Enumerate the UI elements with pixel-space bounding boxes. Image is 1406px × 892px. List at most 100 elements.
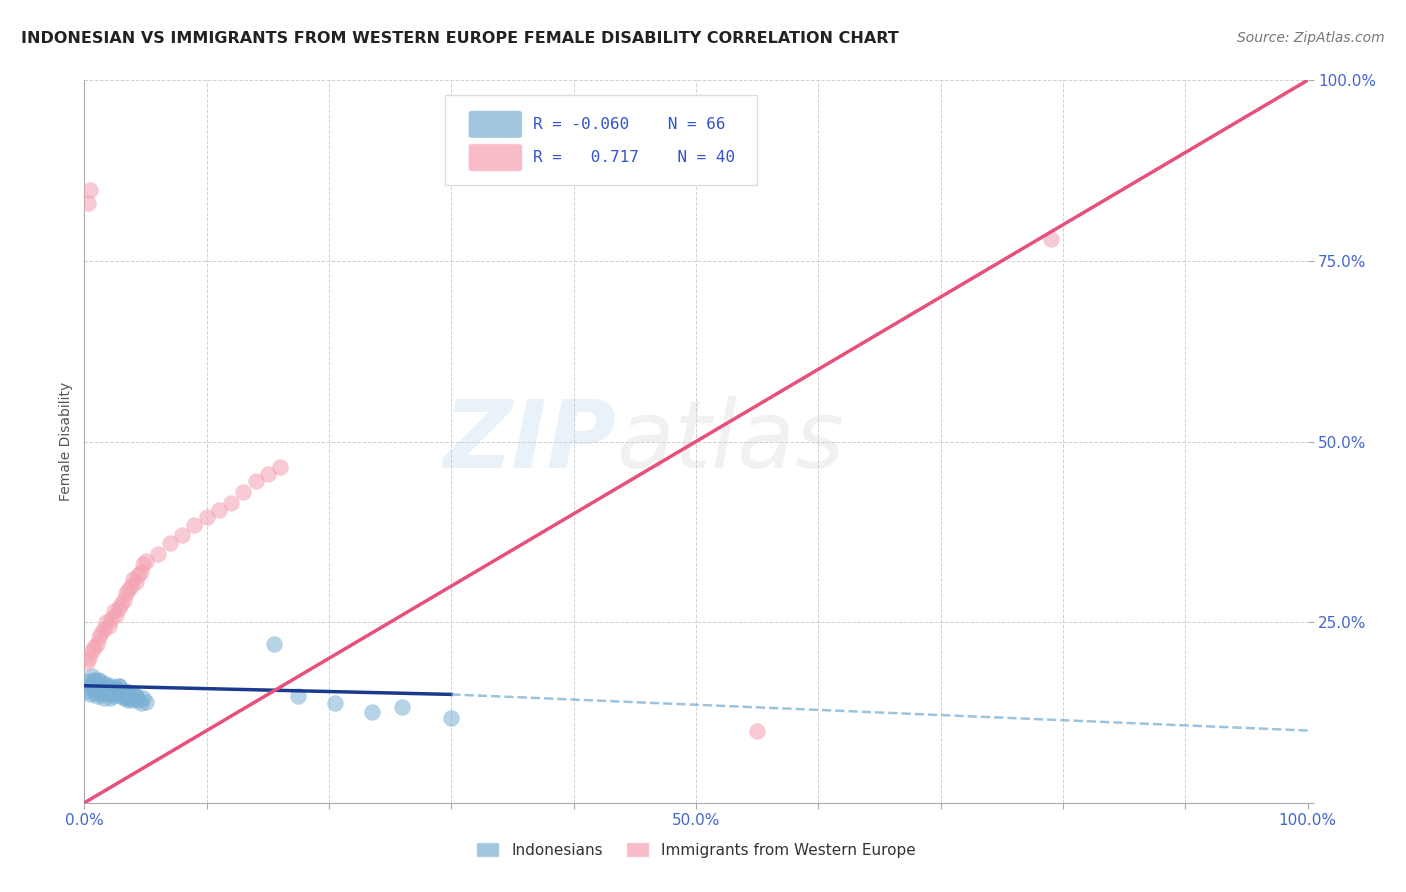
Point: [132, 691, 155, 706]
Point: [287, 689, 309, 703]
Point: [183, 517, 205, 532]
Point: [97, 619, 120, 633]
Point: [105, 681, 128, 696]
Point: [129, 565, 152, 579]
Point: [77, 651, 100, 665]
Point: [93, 676, 115, 690]
Point: [122, 572, 145, 586]
Point: [91, 680, 114, 694]
Point: [115, 683, 138, 698]
Point: [105, 686, 128, 700]
Point: [76, 655, 98, 669]
Point: [117, 582, 139, 597]
Point: [90, 681, 112, 696]
Point: [87, 679, 110, 693]
Point: [269, 459, 291, 474]
Point: [208, 503, 231, 517]
Point: [245, 475, 267, 489]
Point: [114, 687, 136, 701]
Point: [103, 689, 125, 703]
Point: [120, 579, 142, 593]
Point: [257, 467, 280, 481]
Point: [76, 683, 98, 698]
Point: [90, 626, 112, 640]
Point: [323, 696, 346, 710]
Point: [115, 689, 138, 703]
Point: [87, 673, 110, 687]
Point: [80, 669, 103, 683]
Point: [1039, 232, 1062, 246]
Point: [100, 687, 122, 701]
Point: [84, 686, 107, 700]
Point: [107, 600, 129, 615]
Point: [112, 593, 135, 607]
Point: [263, 637, 285, 651]
Point: [97, 683, 120, 698]
Point: [111, 686, 134, 700]
Point: [120, 691, 142, 706]
Point: [146, 547, 169, 561]
Text: R =   0.717    N = 40: R = 0.717 N = 40: [533, 150, 735, 165]
Point: [120, 687, 142, 701]
Point: [103, 681, 125, 696]
Point: [80, 644, 103, 658]
Point: [96, 676, 118, 690]
Point: [107, 679, 129, 693]
Point: [125, 575, 148, 590]
Point: [129, 696, 152, 710]
Text: INDONESIAN VS IMMIGRANTS FROM WESTERN EUROPE FEMALE DISABILITY CORRELATION CHART: INDONESIAN VS IMMIGRANTS FROM WESTERN EU…: [21, 31, 898, 46]
Point: [104, 680, 127, 694]
Point: [107, 679, 129, 693]
Point: [125, 689, 148, 703]
Point: [93, 691, 115, 706]
Point: [747, 723, 769, 738]
Point: [80, 676, 103, 690]
Point: [103, 604, 125, 618]
Point: [98, 691, 121, 706]
FancyBboxPatch shape: [468, 144, 522, 171]
Point: [125, 689, 148, 703]
Point: [96, 615, 118, 630]
Point: [94, 683, 117, 698]
Point: [100, 611, 122, 625]
Point: [105, 607, 128, 622]
Point: [83, 640, 105, 655]
Point: [135, 695, 157, 709]
Point: [122, 693, 145, 707]
Point: [77, 674, 100, 689]
Point: [360, 706, 382, 720]
Point: [87, 674, 110, 689]
Point: [77, 196, 100, 211]
Point: [195, 510, 218, 524]
Y-axis label: Female Disability: Female Disability: [59, 382, 73, 501]
Point: [96, 680, 118, 694]
Point: [93, 623, 115, 637]
Point: [79, 183, 101, 197]
Point: [97, 687, 120, 701]
Point: [100, 679, 122, 693]
Point: [110, 689, 132, 703]
Point: [172, 528, 194, 542]
Point: [79, 687, 101, 701]
Point: [219, 496, 242, 510]
Point: [115, 689, 138, 703]
Point: [127, 568, 149, 582]
Point: [110, 597, 132, 611]
Point: [87, 630, 110, 644]
Point: [105, 683, 128, 698]
Point: [110, 683, 132, 698]
Text: atlas: atlas: [616, 396, 845, 487]
Point: [97, 681, 120, 696]
Point: [112, 686, 135, 700]
Point: [127, 693, 149, 707]
Point: [391, 700, 413, 714]
Point: [117, 693, 139, 707]
Point: [122, 687, 145, 701]
Point: [86, 637, 108, 651]
Point: [101, 683, 124, 698]
Point: [117, 691, 139, 706]
Text: ZIP: ZIP: [443, 395, 616, 488]
Point: [86, 679, 108, 693]
Point: [86, 689, 108, 703]
Point: [83, 673, 105, 687]
